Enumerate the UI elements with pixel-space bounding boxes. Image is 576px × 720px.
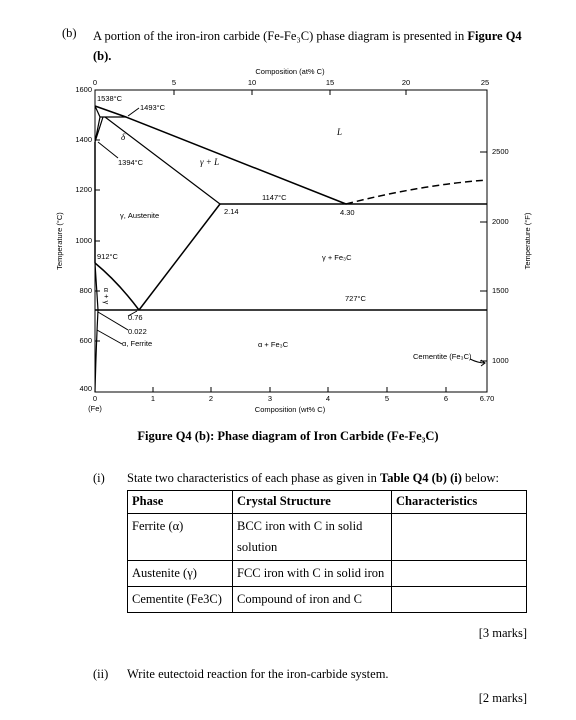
cell: Compound of iron and C — [232, 586, 392, 613]
top-tick: 20 — [402, 78, 410, 87]
top-tick: 5 — [172, 78, 176, 87]
bottom-tick: 6.70 — [480, 394, 495, 403]
diagram-label: 1394°C — [118, 158, 144, 167]
diagram-label: 912°C — [97, 252, 119, 261]
liquidus — [94, 105, 347, 205]
left-tick: 1400 — [75, 135, 92, 144]
diagram-label: 4.30 — [340, 208, 355, 217]
diagram-label: 1147°C — [262, 193, 287, 202]
left-axis-title: Temperature (°C) — [55, 212, 64, 270]
acm-line — [138, 203, 221, 311]
question-label: (b) — [62, 26, 77, 40]
right-tick: 1000 — [492, 356, 509, 365]
top-tick-marks — [173, 90, 407, 95]
right-tick: 2000 — [492, 217, 509, 226]
left-tick-marks — [95, 139, 100, 342]
empty-cell[interactable] — [391, 560, 527, 587]
left-tick: 1600 — [75, 85, 92, 94]
cell: Austenite (γ) — [127, 560, 233, 587]
diagram-label: 0.76 — [128, 313, 143, 322]
figure-caption: Figure Q4 (b): Phase diagram of Iron Car… — [137, 429, 439, 443]
left-tick: 1200 — [75, 185, 92, 194]
diagram-label: L — [336, 127, 342, 137]
bottom-tick: 0 — [93, 394, 97, 403]
bottom-tick: 4 — [326, 394, 330, 403]
cell: FCC iron with C in solid iron — [232, 560, 392, 587]
ferrite-boundary — [94, 262, 99, 393]
row: Ferrite (α) BCC iron with C in solid solu… — [127, 513, 527, 561]
leader — [96, 329, 123, 345]
top-axis-title: Composition (at% C) — [255, 67, 325, 76]
top-tick: 10 — [248, 78, 256, 87]
left-tick: 400 — [79, 384, 92, 393]
empty-cell[interactable] — [391, 586, 527, 613]
diagram-label: γ, Austenite — [120, 211, 159, 220]
part-i-label: (i) — [93, 471, 105, 485]
plot-frame — [94, 89, 488, 393]
marks-ii: [2 marks] — [478, 691, 527, 705]
diagram-label: 2.14 — [224, 207, 239, 216]
header-cell: Phase — [127, 490, 233, 514]
diagram-label: α + Fe₃C — [258, 340, 289, 349]
diagram-label: α, Ferrite — [122, 339, 152, 348]
leader — [127, 310, 138, 317]
diagram-label: 0.022 — [128, 327, 147, 336]
cell: Cementite (Fe3C) — [127, 586, 233, 613]
diagram-label: δ — [121, 132, 126, 142]
phase-table: Phase Crystal Structure Characteristics … — [127, 490, 527, 613]
bottom-tick: 2 — [209, 394, 213, 403]
part-ii-label: (ii) — [93, 667, 109, 681]
part-i-end: below: — [461, 471, 500, 485]
right-tick: 2500 — [492, 147, 509, 156]
bottom-tick: 6 — [444, 394, 448, 403]
top-tick: 25 — [481, 78, 489, 87]
arrow — [469, 358, 486, 367]
left-tick: 800 — [79, 286, 92, 295]
left-tick: 600 — [79, 336, 92, 345]
header-cell: Crystal Structure — [232, 490, 392, 514]
question-text: A portion of the iron-iron carbide (Fe-F… — [93, 26, 533, 66]
a3-line — [94, 262, 140, 311]
bottom-tick: 1 — [151, 394, 155, 403]
diagram-label: 727°C — [345, 294, 367, 303]
top-tick: 0 — [93, 78, 97, 87]
row: Cementite (Fe3C) Compound of iron and C — [127, 586, 527, 613]
diagram-label: γ + L — [200, 157, 219, 167]
liquidus-dashed — [345, 179, 488, 205]
right-tick: 1500 — [492, 286, 509, 295]
solidus — [94, 105, 221, 205]
part-i-body: State two characteristics of each phase … — [127, 471, 381, 485]
diagram-label: α + γ — [102, 288, 111, 305]
header-row: Phase Crystal Structure Characteristics — [127, 490, 527, 514]
phase-diagram: Composition (at% C) 0 5 10 15 20 25 Temp… — [55, 67, 532, 414]
right-tick-marks — [480, 151, 487, 362]
right-axis-title: Temperature (°F) — [523, 212, 532, 269]
origin-note: (Fe) — [88, 404, 102, 413]
figure-ref: Figure Q4 (b). — [93, 29, 522, 63]
diagram-label: γ + Fe₃C — [322, 253, 352, 262]
diagram-label: 1493°C — [140, 103, 166, 112]
part-i-text: State two characteristics of each phase … — [127, 471, 499, 486]
cell: BCC iron with C in solid solution — [232, 513, 392, 561]
cell: Ferrite (α) — [127, 513, 233, 561]
leader — [127, 107, 140, 117]
row: Austenite (γ) FCC iron with C in solid ir… — [127, 560, 527, 587]
bottom-axis-title: Composition (wt% C) — [255, 405, 326, 414]
leader — [97, 141, 119, 159]
bottom-tick: 5 — [385, 394, 389, 403]
bottom-tick-marks — [152, 387, 447, 392]
left-tick: 1000 — [75, 236, 92, 245]
header-cell: Characteristics — [391, 490, 527, 514]
diagram-label: Cementite (Fe₃C) — [413, 352, 472, 361]
question-body: A portion of the iron-iron carbide (Fe-F… — [93, 29, 468, 43]
bottom-tick: 3 — [268, 394, 272, 403]
marks-i: [3 marks] — [478, 626, 527, 640]
empty-cell[interactable] — [391, 513, 527, 561]
table-ref: Table Q4 (b) (i) — [380, 471, 462, 485]
top-tick: 15 — [326, 78, 334, 87]
part-ii-text: Write eutectoid reaction for the iron-ca… — [127, 667, 389, 681]
leader — [97, 311, 129, 331]
diagram-label: 1538°C — [97, 94, 123, 103]
